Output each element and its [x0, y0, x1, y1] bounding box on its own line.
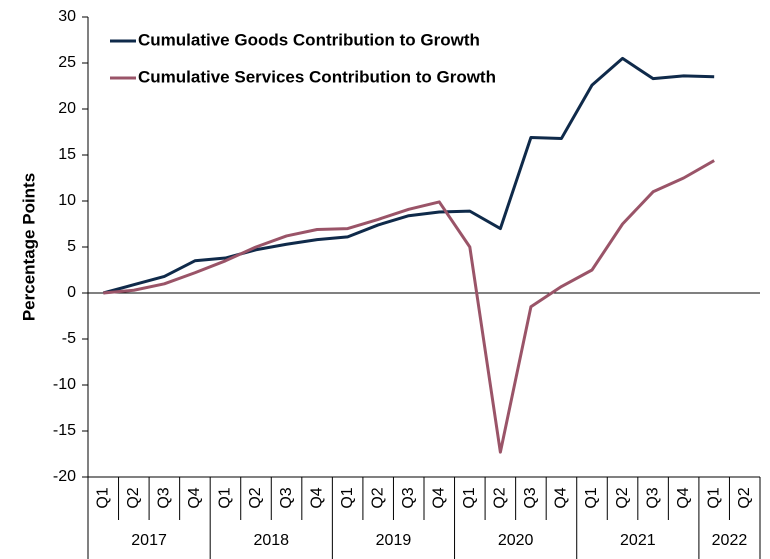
x-tick-label: Q1 — [705, 487, 722, 508]
x-tick-label: Q4 — [186, 487, 203, 508]
year-label: 2018 — [253, 532, 289, 549]
y-axis-label: Percentage Points — [19, 173, 38, 321]
y-tick-label: 5 — [67, 238, 76, 255]
x-tick-label: Q1 — [583, 487, 600, 508]
legend-label: Cumulative Services Contribution to Grow… — [138, 67, 496, 86]
x-tick-label: Q4 — [430, 487, 447, 508]
year-label: 2019 — [376, 532, 412, 549]
x-tick-label: Q3 — [278, 487, 295, 508]
y-tick-label: 0 — [67, 284, 76, 301]
year-label: 2017 — [131, 532, 167, 549]
x-tick-label: Q3 — [400, 487, 417, 508]
y-tick-label: 25 — [58, 54, 76, 71]
y-tick-label: -20 — [53, 468, 76, 485]
year-label: 2021 — [620, 532, 656, 549]
legend-label: Cumulative Goods Contribution to Growth — [138, 30, 480, 49]
y-tick-label: 10 — [58, 192, 76, 209]
x-tick-label: Q1 — [339, 487, 356, 508]
x-tick-label: Q4 — [553, 487, 570, 508]
x-tick-label: Q4 — [308, 487, 325, 508]
year-label: 2022 — [712, 532, 748, 549]
x-tick-label: Q1 — [461, 487, 478, 508]
x-tick-label: Q2 — [492, 487, 509, 508]
series-line — [102, 56, 715, 295]
y-tick-label: 30 — [58, 8, 76, 25]
x-tick-label: Q2 — [736, 487, 753, 508]
x-tick-label: Q4 — [675, 487, 692, 508]
y-tick-label: -10 — [53, 376, 76, 393]
y-tick-label: -5 — [62, 330, 76, 347]
year-label: 2020 — [498, 532, 534, 549]
x-tick-label: Q3 — [522, 487, 539, 508]
x-tick-label: Q1 — [217, 487, 234, 508]
y-tick-label: 15 — [58, 146, 76, 163]
x-tick-label: Q1 — [94, 487, 111, 508]
x-tick-label: Q3 — [644, 487, 661, 508]
x-tick-label: Q2 — [247, 487, 264, 508]
series-line — [103, 159, 715, 454]
x-tick-label: Q2 — [125, 487, 142, 508]
y-tick-label: -15 — [53, 422, 76, 439]
y-tick-label: 20 — [58, 100, 76, 117]
x-tick-label: Q2 — [369, 487, 386, 508]
x-tick-label: Q2 — [614, 487, 631, 508]
x-tick-label: Q3 — [156, 487, 173, 508]
